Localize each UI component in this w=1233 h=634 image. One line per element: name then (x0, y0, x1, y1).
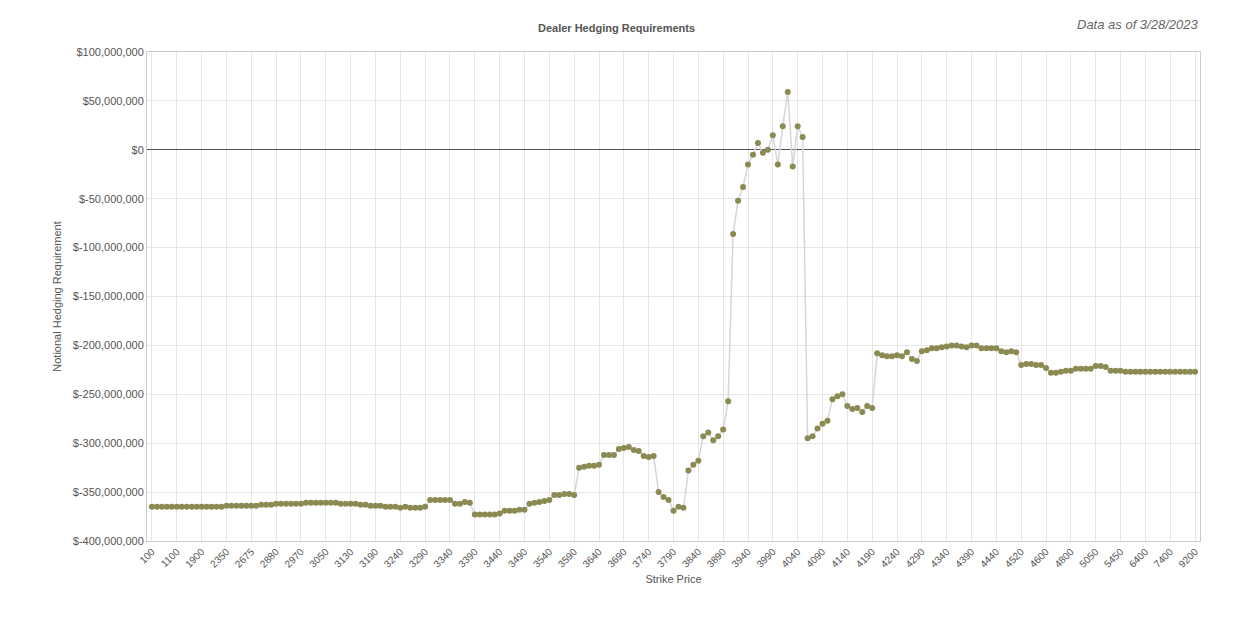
svg-text:3390: 3390 (456, 546, 480, 570)
svg-text:2675: 2675 (233, 546, 257, 570)
svg-text:3890: 3890 (705, 546, 729, 570)
svg-text:9200: 9200 (1176, 546, 1200, 570)
svg-text:$-200,000,000: $-200,000,000 (73, 339, 144, 351)
svg-text:2970: 2970 (282, 546, 306, 570)
svg-text:3340: 3340 (431, 546, 455, 570)
svg-text:3990: 3990 (754, 546, 778, 570)
svg-text:$100,000,000: $100,000,000 (77, 46, 144, 58)
svg-text:3740: 3740 (630, 546, 654, 570)
svg-text:4520: 4520 (1003, 546, 1027, 570)
svg-text:2350: 2350 (208, 546, 232, 570)
svg-text:6400: 6400 (1127, 546, 1151, 570)
svg-text:Strike Price: Strike Price (645, 573, 701, 585)
svg-text:7400: 7400 (1152, 546, 1176, 570)
svg-text:Data as of 3/28/2023: Data as of 3/28/2023 (1077, 17, 1198, 32)
svg-text:4090: 4090 (804, 546, 828, 570)
svg-text:3290: 3290 (407, 546, 431, 570)
svg-text:$-150,000,000: $-150,000,000 (73, 290, 144, 302)
svg-text:$-100,000,000: $-100,000,000 (73, 241, 144, 253)
svg-text:3690: 3690 (605, 546, 629, 570)
svg-text:3490: 3490 (506, 546, 530, 570)
svg-text:3190: 3190 (357, 546, 381, 570)
svg-text:3240: 3240 (382, 546, 406, 570)
svg-text:1900: 1900 (183, 546, 207, 570)
svg-text:4440: 4440 (978, 546, 1002, 570)
svg-text:4240: 4240 (878, 546, 902, 570)
svg-text:4390: 4390 (953, 546, 977, 570)
svg-text:$-300,000,000: $-300,000,000 (73, 437, 144, 449)
svg-text:3440: 3440 (481, 546, 505, 570)
svg-text:4800: 4800 (1052, 546, 1076, 570)
svg-text:$50,000,000: $50,000,000 (83, 95, 144, 107)
svg-text:Dealer Hedging Requirements: Dealer Hedging Requirements (538, 22, 695, 34)
svg-text:$-250,000,000: $-250,000,000 (73, 388, 144, 400)
svg-text:$-400,000,000: $-400,000,000 (73, 535, 144, 547)
svg-text:3940: 3940 (729, 546, 753, 570)
svg-text:Notional Hedging Requirement: Notional Hedging Requirement (51, 221, 63, 371)
svg-text:1100: 1100 (159, 546, 182, 569)
svg-text:3590: 3590 (556, 546, 580, 570)
svg-text:5450: 5450 (1102, 546, 1126, 570)
svg-text:4600: 4600 (1027, 546, 1051, 570)
svg-text:3640: 3640 (580, 546, 604, 570)
svg-text:3790: 3790 (655, 546, 679, 570)
svg-text:4040: 4040 (779, 546, 803, 570)
svg-text:3540: 3540 (531, 546, 555, 570)
svg-text:$0: $0 (132, 144, 144, 156)
svg-text:2880: 2880 (258, 546, 282, 570)
svg-text:5050: 5050 (1077, 546, 1101, 570)
svg-text:$-350,000,000: $-350,000,000 (73, 486, 144, 498)
svg-text:4190: 4190 (854, 546, 878, 570)
svg-text:3130: 3130 (332, 546, 356, 570)
svg-text:100: 100 (137, 546, 157, 566)
svg-text:4290: 4290 (903, 546, 927, 570)
svg-text:3050: 3050 (307, 546, 331, 570)
svg-text:4340: 4340 (928, 546, 952, 570)
svg-text:3840: 3840 (680, 546, 704, 570)
svg-text:4140: 4140 (829, 546, 853, 570)
svg-text:$-50,000,000: $-50,000,000 (79, 193, 144, 205)
